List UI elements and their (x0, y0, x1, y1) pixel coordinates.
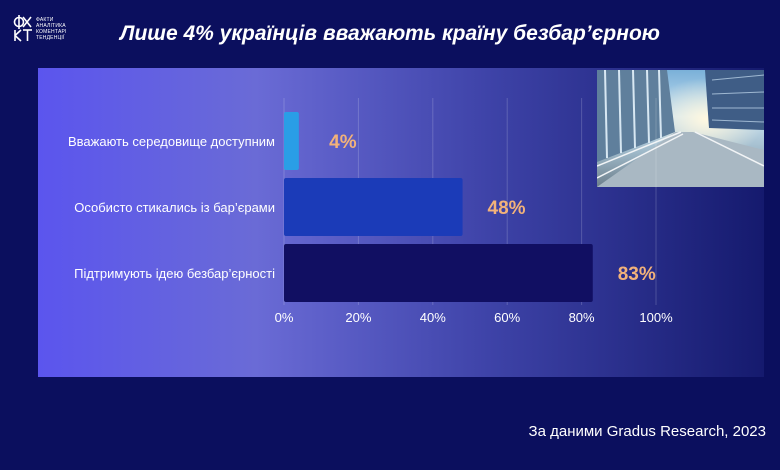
accessible-walkway-photo (597, 70, 764, 187)
walkway-photo-image (597, 70, 764, 187)
bar (284, 244, 593, 302)
logo-mark-icon (13, 15, 32, 42)
logo-word: КОМЕНТАРІ (36, 29, 67, 35)
x-tick-label: 100% (639, 310, 673, 325)
logo-word: АНАЛІТИКА (36, 23, 66, 29)
x-tick-label: 80% (569, 310, 595, 325)
category-label: Підтримують ідею безбар’єрності (74, 266, 275, 281)
page-title: Лише 4% українців вважають країну безбар… (120, 22, 660, 45)
category-label: Вважають середовище доступним (68, 134, 275, 149)
value-label: 48% (488, 198, 526, 219)
x-tick-label: 0% (275, 310, 294, 325)
logo: ФАКТИ АНАЛІТИКА КОМЕНТАРІ ТЕНДЕНЦІЇ (12, 14, 82, 44)
logo-words: ФАКТИ АНАЛІТИКА КОМЕНТАРІ ТЕНДЕНЦІЇ (36, 17, 67, 41)
category-label: Особисто стикались із бар’єрами (74, 200, 275, 215)
value-label: 83% (618, 264, 656, 285)
bar (284, 112, 299, 170)
source-note: За даними Gradus Research, 2023 (528, 423, 766, 440)
logo-word: ТЕНДЕНЦІЇ (36, 35, 65, 41)
x-tick-label: 20% (345, 310, 371, 325)
logo-word: ФАКТИ (36, 17, 54, 23)
bar (284, 178, 463, 236)
x-tick-label: 60% (494, 310, 520, 325)
x-tick-label: 40% (420, 310, 446, 325)
value-label: 4% (329, 132, 357, 153)
